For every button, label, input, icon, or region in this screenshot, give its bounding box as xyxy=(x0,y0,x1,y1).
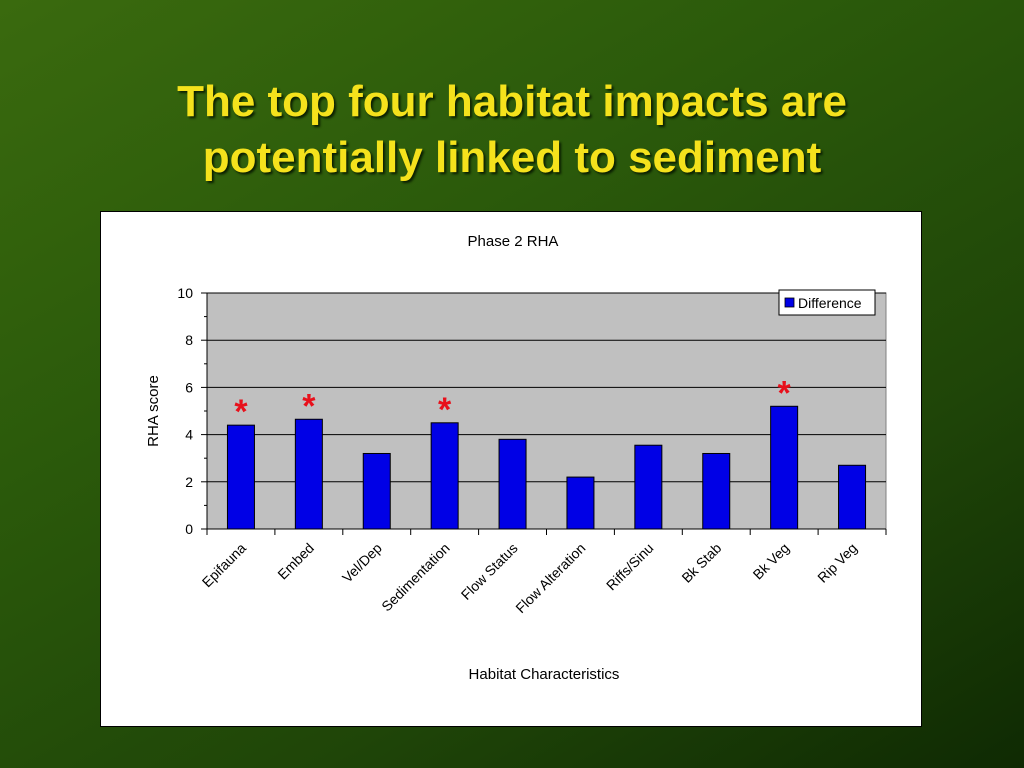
legend-label: Difference xyxy=(798,295,862,311)
significance-star: * xyxy=(778,374,792,412)
x-tick-label: Flow Status xyxy=(458,540,521,603)
slide-title: The top four habitat impacts are potenti… xyxy=(0,74,1024,186)
bar-chart: Phase 2 RHA * * * * 0 2 4 6 8 10 Epifauna Embed Ve… xyxy=(145,233,887,683)
y-tick-label: 10 xyxy=(177,285,193,301)
bar xyxy=(566,476,595,530)
bar xyxy=(430,422,459,530)
legend: Difference xyxy=(778,289,876,316)
y-tick-label: 2 xyxy=(185,474,193,490)
x-tick-label: Flow Alteration xyxy=(512,540,588,616)
x-tick-label: Sedimentation xyxy=(378,540,453,615)
y-axis-title: RHA score xyxy=(145,375,162,447)
chart-title: Phase 2 RHA xyxy=(468,233,559,250)
bars xyxy=(226,405,867,530)
legend-box xyxy=(778,289,876,316)
slide-title-line-1: The top four habitat impacts are xyxy=(177,77,847,126)
y-tick-label: 8 xyxy=(185,332,193,348)
x-tick-label: Vel/Dep xyxy=(339,540,385,586)
y-tick-label: 6 xyxy=(185,379,193,395)
chart-panel: Phase 2 RHA * * * * 0 2 4 6 8 10 Epifauna Embed Ve… xyxy=(100,211,922,727)
slide-title-line-2: potentially linked to sediment xyxy=(202,133,822,182)
significance-star: * xyxy=(302,387,316,425)
bar xyxy=(838,464,867,530)
x-tick-label: Epifauna xyxy=(199,540,250,591)
x-tick-label: Embed xyxy=(274,540,317,583)
bar xyxy=(634,444,663,530)
significance-markers: * * * * xyxy=(234,374,791,431)
x-axis-title: Habitat Characteristics xyxy=(469,666,620,683)
bar xyxy=(226,424,255,530)
y-tick-label: 0 xyxy=(185,521,193,537)
x-tick-label: Riffs/Sinu xyxy=(603,540,657,594)
significance-star: * xyxy=(438,391,452,429)
significance-star: * xyxy=(234,393,248,431)
bar xyxy=(498,438,527,530)
bar xyxy=(294,418,323,530)
x-tick-label: Bk Veg xyxy=(750,540,793,583)
x-tick-label: Rip Veg xyxy=(814,540,860,586)
y-tick-labels: 0 2 4 6 8 10 xyxy=(177,285,193,537)
bar xyxy=(362,452,391,530)
y-tick-label: 4 xyxy=(185,427,193,443)
x-tick-label: Bk Stab xyxy=(678,540,724,586)
axes xyxy=(201,292,887,535)
bar xyxy=(770,405,799,530)
legend-swatch xyxy=(784,297,795,308)
bar xyxy=(702,452,731,530)
